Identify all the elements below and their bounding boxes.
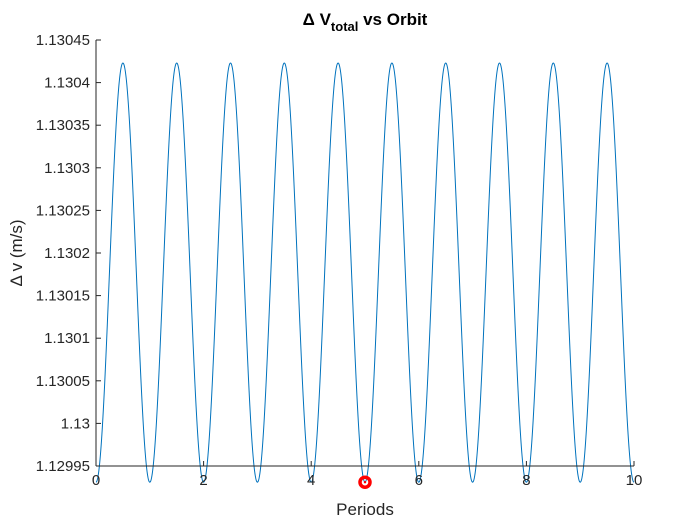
chart-title-subscript: total — [331, 19, 358, 34]
y-tick-label-5: 1.1302 — [44, 245, 90, 262]
x-tick-label-5: 10 — [626, 472, 643, 489]
chart-title: Δ Vtotal vs Orbit — [303, 10, 428, 34]
y-tick-label-4: 1.13015 — [36, 288, 90, 305]
y-tick-label-10: 1.13045 — [36, 32, 90, 49]
data-marker-0 — [358, 475, 372, 489]
x-tick-label-1: 2 — [199, 472, 207, 489]
y-tick-label-3: 1.1301 — [44, 330, 90, 347]
x-tick-label-4: 8 — [522, 472, 530, 489]
plot-area: 0 2 4 6 8 10 1.12995 1.13 1.13005 1.1301 1.13015 1.… — [36, 32, 643, 489]
data-marker-center-0 — [363, 480, 367, 484]
x-tick-label-2: 4 — [307, 472, 315, 489]
y-tick-label-1: 1.13 — [61, 415, 90, 432]
y-tick-label-9: 1.1304 — [44, 75, 90, 92]
x-tick-label-0: 0 — [92, 472, 100, 489]
y-tick-label-8: 1.13035 — [36, 117, 90, 134]
y-tick-label-0: 1.12995 — [36, 458, 90, 475]
y-tick-label-2: 1.13005 — [36, 373, 90, 390]
y-tick-label-6: 1.13025 — [36, 202, 90, 219]
chart-title-prefix: Δ V — [303, 10, 332, 29]
x-tick-label-3: 6 — [415, 472, 423, 489]
y-tick-label-7: 1.1303 — [44, 160, 90, 177]
chart-title-suffix: vs Orbit — [358, 10, 427, 29]
y-axis-label: Δ v (m/s) — [7, 219, 26, 286]
plot-background — [96, 40, 634, 466]
x-axis-label: Periods — [336, 500, 394, 519]
